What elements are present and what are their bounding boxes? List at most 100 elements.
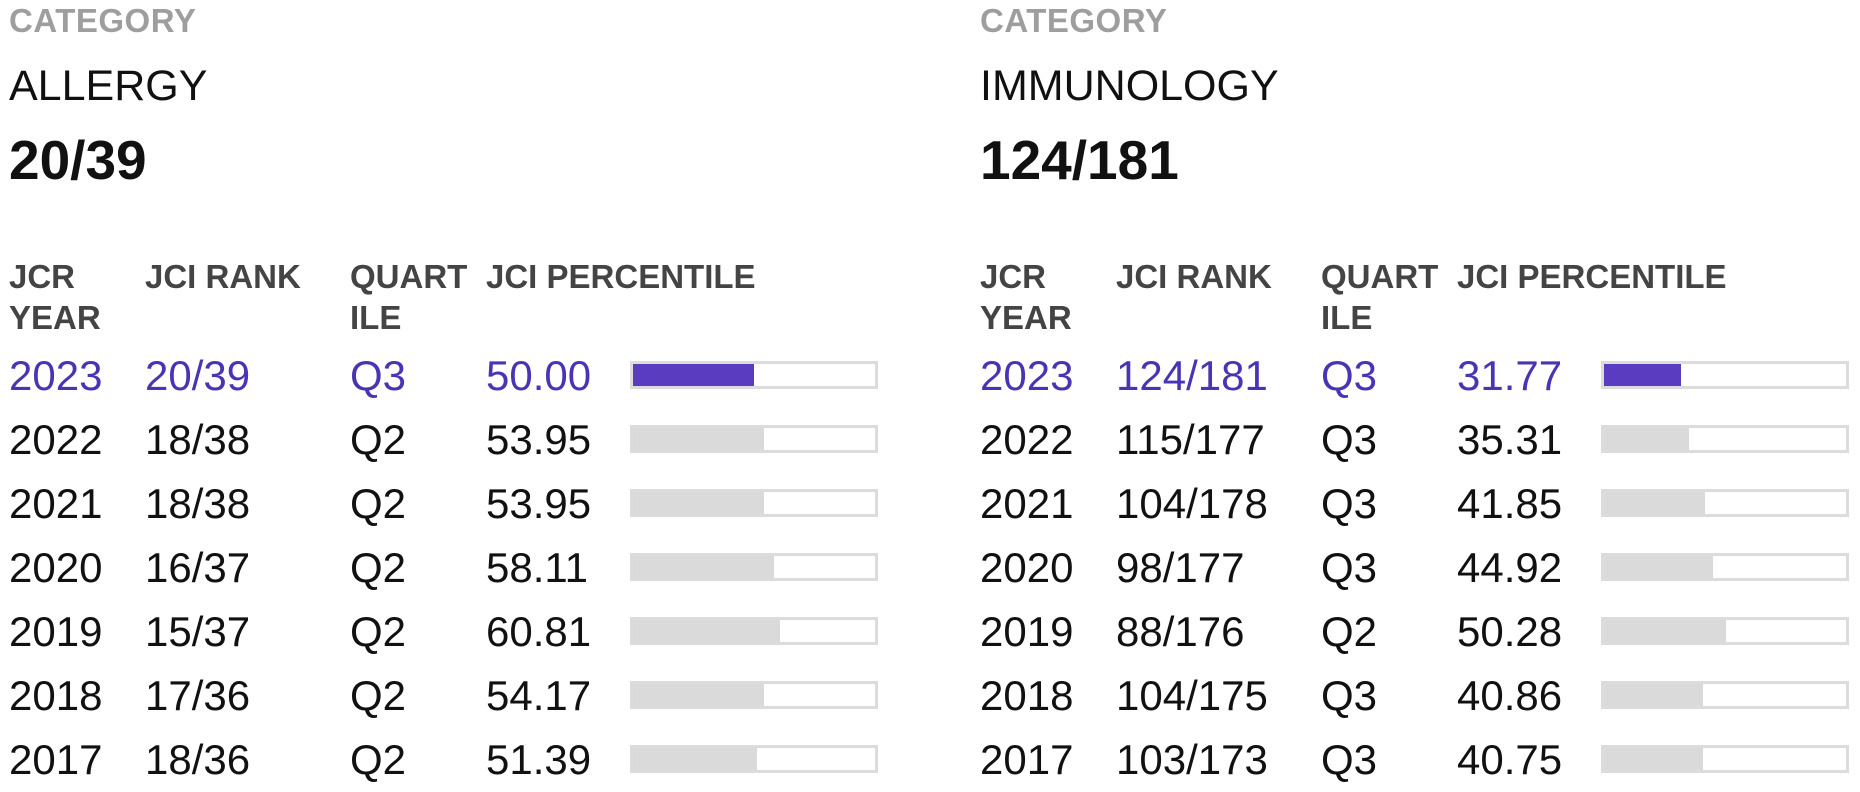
cell-jci-rank: 15/37 [145, 608, 251, 655]
percentile-bar [630, 425, 878, 453]
cell-quartile: Q3 [350, 352, 407, 399]
category-rank: 124/181 [980, 129, 1179, 191]
cell-quartile: Q3 [1321, 352, 1378, 399]
table-row: 2019 88/176 Q2 50.28 [980, 600, 1860, 664]
percentile-bar [630, 489, 878, 517]
header-jci-percentile: JCI PERCENTILE [486, 258, 756, 295]
percentile-bar-fill [633, 748, 758, 770]
category-label: CATEGORY [9, 2, 197, 39]
percentile-bar [1601, 425, 1849, 453]
cell-jcr-year: 2023 [980, 352, 1074, 399]
cell-jcr-year: 2017 [980, 736, 1074, 783]
percentile-bar [1601, 617, 1849, 645]
percentile-bar [630, 617, 878, 645]
table-row: 2017 18/36 Q2 51.39 [9, 728, 889, 792]
percentile-bar-fill [1604, 428, 1690, 450]
cell-jcr-year: 2020 [980, 544, 1074, 591]
table-row: 2021 18/38 Q2 53.95 [9, 472, 889, 536]
cell-jcr-year: 2023 [9, 352, 103, 399]
cell-jci-percentile: 51.39 [486, 736, 592, 783]
table-row: 2022 115/177 Q3 35.31 [980, 408, 1860, 472]
cell-jci-rank: 104/178 [1116, 480, 1268, 527]
header-jcr-year: JCR YEAR [980, 258, 1072, 336]
table-row: 2020 98/177 Q3 44.92 [980, 536, 1860, 600]
cell-quartile: Q2 [350, 416, 407, 463]
percentile-bar-fill [1604, 492, 1706, 514]
cell-jci-percentile: 60.81 [486, 608, 592, 655]
percentile-bar [630, 681, 878, 709]
cell-quartile: Q3 [1321, 416, 1378, 463]
percentile-bar-fill [633, 428, 764, 450]
table-row: 2017 103/173 Q3 40.75 [980, 728, 1860, 792]
cell-jci-percentile: 35.31 [1457, 416, 1563, 463]
cell-quartile: Q3 [1321, 544, 1378, 591]
cell-jci-rank: 103/173 [1116, 736, 1268, 783]
table-row: 2018 104/175 Q3 40.86 [980, 664, 1860, 728]
cell-jci-percentile: 50.28 [1457, 608, 1563, 655]
table-row: 2022 18/38 Q2 53.95 [9, 408, 889, 472]
percentile-bar-fill [1604, 748, 1703, 770]
cell-jci-percentile: 53.95 [486, 480, 592, 527]
cell-jcr-year: 2019 [980, 608, 1074, 655]
percentile-bar-fill [1604, 364, 1681, 386]
percentile-bar [630, 553, 878, 581]
category-label: CATEGORY [980, 2, 1168, 39]
table-row: 2023 124/181 Q3 31.77 [980, 344, 1860, 408]
cell-jci-percentile: 31.77 [1457, 352, 1563, 399]
cell-jci-percentile: 54.17 [486, 672, 592, 719]
percentile-bar-fill [633, 364, 754, 386]
percentile-bar [630, 361, 878, 389]
percentile-bar [1601, 553, 1849, 581]
cell-jcr-year: 2018 [980, 672, 1074, 719]
percentile-bar [630, 745, 878, 773]
header-jci-rank: JCI RANK [145, 258, 301, 295]
cell-quartile: Q3 [1321, 672, 1378, 719]
cell-jcr-year: 2022 [9, 416, 103, 463]
cell-jci-percentile: 44.92 [1457, 544, 1563, 591]
cell-jci-percentile: 40.86 [1457, 672, 1563, 719]
cell-quartile: Q3 [1321, 480, 1378, 527]
cell-jcr-year: 2017 [9, 736, 103, 783]
cell-quartile: Q2 [350, 544, 407, 591]
cell-jci-rank: 20/39 [145, 352, 251, 399]
cell-jci-rank: 115/177 [1116, 416, 1265, 463]
percentile-bar-fill [1604, 684, 1703, 706]
category-name: ALLERGY [9, 62, 208, 110]
percentile-bar [1601, 361, 1849, 389]
percentile-bar [1601, 489, 1849, 517]
cell-quartile: Q2 [350, 736, 407, 783]
cell-jci-rank: 18/38 [145, 416, 251, 463]
cell-jci-rank: 17/36 [145, 672, 251, 719]
cell-jci-percentile: 58.11 [486, 544, 588, 591]
cell-jci-rank: 18/38 [145, 480, 251, 527]
cell-quartile: Q2 [350, 608, 407, 655]
table-row: 2018 17/36 Q2 54.17 [9, 664, 889, 728]
percentile-bar-fill [633, 684, 765, 706]
cell-jci-percentile: 41.85 [1457, 480, 1563, 527]
header-jci-percentile: JCI PERCENTILE [1457, 258, 1727, 295]
cell-jci-rank: 16/37 [145, 544, 251, 591]
percentile-bar-fill [1604, 620, 1726, 642]
cell-jci-rank: 88/176 [1116, 608, 1245, 655]
cell-jcr-year: 2021 [980, 480, 1074, 527]
cell-jcr-year: 2018 [9, 672, 103, 719]
table-row: 2021 104/178 Q3 41.85 [980, 472, 1860, 536]
header-jci-rank: JCI RANK [1116, 258, 1272, 295]
header-jcr-year: JCR YEAR [9, 258, 101, 336]
cell-quartile: Q2 [350, 672, 407, 719]
category-name: IMMUNOLOGY [980, 62, 1279, 110]
cell-jcr-year: 2022 [980, 416, 1074, 463]
cell-jci-rank: 124/181 [1116, 352, 1268, 399]
cell-jci-rank: 18/36 [145, 736, 251, 783]
cell-quartile: Q2 [350, 480, 407, 527]
table-row: 2020 16/37 Q2 58.11 [9, 536, 889, 600]
percentile-bar-fill [633, 492, 764, 514]
category-rank: 20/39 [9, 129, 147, 191]
header-quartile: QUART ILE [350, 258, 468, 336]
cell-quartile: Q3 [1321, 736, 1378, 783]
header-quartile: QUART ILE [1321, 258, 1439, 336]
percentile-bar [1601, 745, 1849, 773]
percentile-bar-fill [1604, 556, 1713, 578]
cell-jcr-year: 2020 [9, 544, 103, 591]
cell-jci-rank: 104/175 [1116, 672, 1268, 719]
